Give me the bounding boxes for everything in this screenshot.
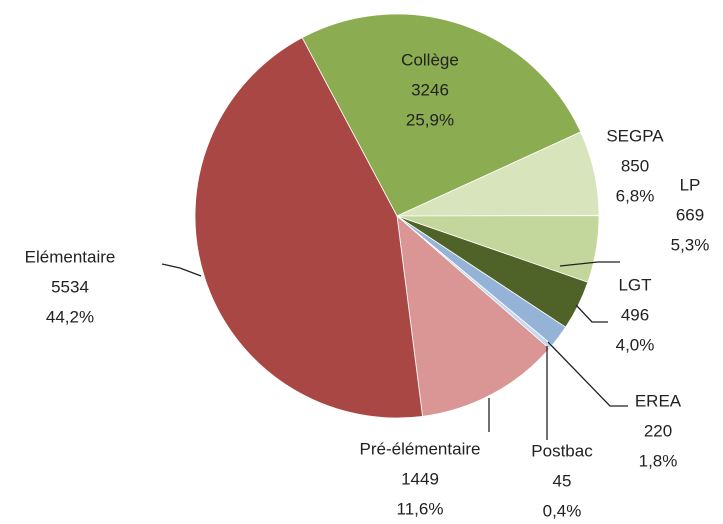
slice-percent: 6,8% — [616, 186, 655, 205]
slice-label: Pré-élémentaire — [360, 439, 481, 458]
slice-percent: 25,9% — [406, 110, 454, 129]
pie-slice — [301, 13, 582, 217]
slice-label: LGT — [618, 275, 651, 294]
slice-percent: 11,6% — [397, 499, 444, 518]
slice-label: Postbac — [531, 441, 593, 460]
slice-percent: 0,4% — [543, 501, 582, 520]
slice-value: 45 — [553, 471, 572, 490]
slice-label: EREA — [635, 391, 682, 410]
slice-label: Elémentaire — [25, 247, 116, 266]
slice-value: 850 — [621, 156, 649, 175]
slice-percent: 4,0% — [616, 335, 655, 354]
leader-line — [575, 304, 608, 323]
slice-value: 220 — [644, 421, 672, 440]
slice-value: 3246 — [411, 80, 449, 99]
slice-value: 5534 — [51, 277, 89, 296]
slice-label: Collège — [401, 50, 459, 69]
slice-label: SEGPA — [606, 126, 664, 145]
pie-slice — [194, 37, 423, 419]
leader-line — [559, 261, 620, 267]
slice-value: 496 — [621, 305, 649, 324]
pie-slice — [396, 215, 550, 417]
slice-percent: 44,2% — [46, 307, 94, 326]
slice-value: 669 — [676, 205, 704, 224]
leader-line — [547, 341, 628, 407]
slice-percent: 1,8% — [639, 451, 678, 470]
leader-line — [161, 263, 202, 277]
slice-label: LP — [680, 175, 701, 194]
slice-value: 1449 — [401, 469, 439, 488]
slice-percent: 5,3% — [671, 235, 710, 254]
